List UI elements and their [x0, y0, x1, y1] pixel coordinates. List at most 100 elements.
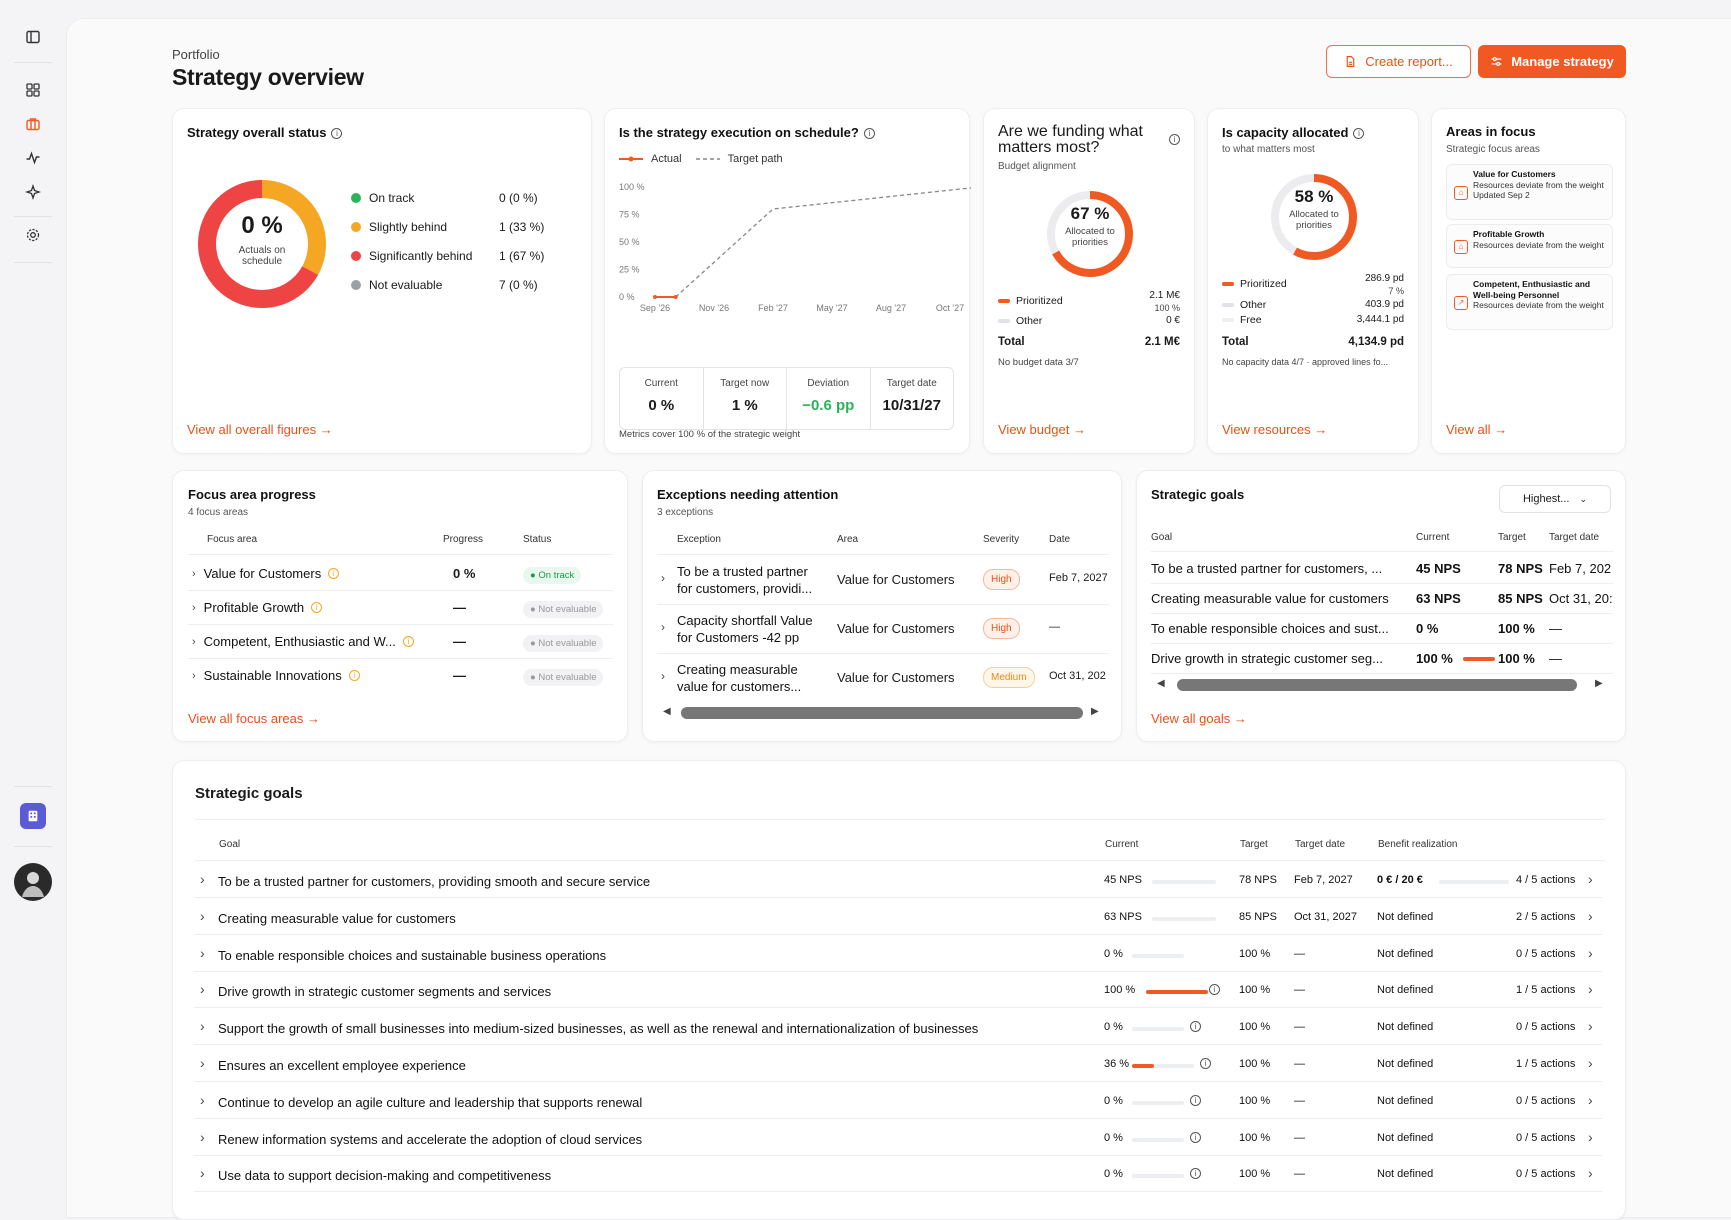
goals-card: Strategic goals Highest... ⌄ Goal Current… [1136, 470, 1626, 742]
table-row[interactable]: › Drive growth in strategic customer segm… [194, 972, 1602, 1009]
view-all-figures-link[interactable]: View all overall figures → [187, 422, 333, 437]
goal-actions: 0 / 5 actions [1516, 1021, 1576, 1034]
info-icon[interactable]: i [328, 568, 340, 579]
chevron-right-icon[interactable]: › [1588, 1091, 1593, 1108]
goal-name[interactable]: Creating measurable value for customers [1151, 591, 1389, 606]
horizontal-scrollbar[interactable] [681, 707, 1083, 719]
chevron-right-icon[interactable]: › [1588, 1128, 1593, 1145]
view-all-focus-link[interactable]: View all focus areas → [188, 711, 320, 726]
chevron-right-icon: › [200, 1055, 205, 1071]
dashboard-icon[interactable] [22, 79, 44, 101]
goal-current: 0 % [1104, 1131, 1123, 1144]
table-row[interactable]: › Support the growth of small businesses … [194, 1009, 1602, 1046]
goal-current: 100 % [1416, 651, 1453, 666]
chevron-right-icon[interactable]: › [661, 571, 665, 585]
table-row[interactable]: › Use data to support decision-making and… [194, 1156, 1602, 1193]
scroll-right-icon[interactable]: ▶ [1091, 706, 1099, 717]
info-icon[interactable]: i [1190, 1131, 1201, 1143]
chevron-right-icon[interactable]: › [1588, 907, 1593, 924]
scroll-right-icon[interactable]: ▶ [1595, 678, 1603, 689]
table-row[interactable]: › Continue to develop an agile culture an… [194, 1083, 1602, 1119]
create-report-button[interactable]: Create report... [1326, 45, 1471, 78]
info-icon[interactable]: i [1190, 1168, 1201, 1180]
activity-icon[interactable] [22, 147, 44, 169]
area-text: Value for Customers Resources deviate fro… [1473, 169, 1609, 201]
chevron-right-icon[interactable]: › [1588, 981, 1593, 998]
budget-donut-label: Allocated to priorities [1065, 226, 1115, 248]
actual-point [653, 295, 657, 299]
info-icon[interactable]: i [863, 128, 875, 139]
info-icon[interactable]: i [1200, 1058, 1211, 1069]
sidebar-toggle-icon[interactable] [22, 26, 44, 48]
org-logo-icon[interactable] [20, 803, 46, 829]
chevron-right-icon: › [192, 567, 196, 580]
goal-date: Oct 31, 20: [1549, 591, 1613, 606]
chevron-right-icon[interactable]: › [1588, 1018, 1593, 1035]
col-progress: Progress [443, 534, 484, 545]
status-dot [351, 193, 361, 203]
exception-text[interactable]: Capacity shortfall Value for Customers -4… [677, 612, 813, 646]
table-row[interactable]: › To enable responsible choices and susta… [194, 936, 1602, 972]
focus-row[interactable]: › Sustainable Innovations i [192, 668, 360, 683]
chevron-right-icon[interactable]: › [661, 669, 665, 683]
info-icon[interactable]: i [1190, 1021, 1201, 1033]
goal-benefit: Not defined [1377, 910, 1434, 923]
breadcrumb[interactable]: Portfolio [172, 47, 220, 62]
scroll-left-icon[interactable]: ◀ [663, 706, 671, 717]
area-item[interactable]: ⌂ Value for Customers Resources deviate fr… [1446, 164, 1613, 220]
area-item[interactable]: ↗ Competent, Enthusiastic and Well-being … [1446, 274, 1613, 330]
manage-strategy-button[interactable]: Manage strategy [1478, 45, 1626, 78]
avatar[interactable] [14, 863, 52, 901]
goal-date: — [1294, 1058, 1305, 1070]
info-icon[interactable]: i [311, 602, 323, 613]
focus-row[interactable]: › Value for Customers i [192, 566, 340, 581]
table-row[interactable]: › Creating measurable value for customers… [194, 899, 1602, 935]
view-all-goals-link[interactable]: View all goals → [1151, 711, 1247, 726]
info-icon[interactable]: i [1169, 134, 1180, 145]
legend-item: Significantly behind [351, 249, 472, 263]
info-icon[interactable]: i [1209, 984, 1220, 996]
scroll-left-icon[interactable]: ◀ [1157, 678, 1165, 689]
sparkle-icon[interactable] [22, 181, 44, 203]
focus-row[interactable]: › Competent, Enthusiastic and W... i [192, 634, 414, 649]
info-icon[interactable]: i [331, 128, 343, 139]
goals-card-title: Strategic goals [1151, 487, 1245, 502]
arrow-right-icon: → [1072, 422, 1086, 437]
row-divider [657, 604, 1109, 605]
view-resources-link[interactable]: View resources → [1222, 422, 1327, 437]
horizontal-scrollbar[interactable] [1177, 679, 1577, 691]
info-icon[interactable]: i [402, 636, 414, 647]
progress-track [1132, 1027, 1184, 1032]
portfolio-icon[interactable] [22, 113, 44, 135]
goal-date: — [1294, 947, 1305, 960]
chevron-right-icon[interactable]: › [1588, 1055, 1593, 1071]
row-divider [1151, 613, 1613, 614]
schedule-line-chart: 100 % 75 % 50 % 25 % 0 % Sep '26 Nov '26 Feb '2… [619, 182, 971, 313]
row-label: Free [1240, 314, 1262, 326]
focus-row[interactable]: › Profitable Growth i [192, 600, 323, 615]
exception-text[interactable]: To be a trusted partner for customers, pr… [677, 563, 812, 597]
exceptions-card-title: Exceptions needing attention [657, 487, 839, 502]
info-icon[interactable]: i [348, 670, 360, 681]
sort-select[interactable]: Highest... ⌄ [1499, 485, 1611, 513]
info-icon[interactable]: i [1190, 1094, 1201, 1106]
table-row[interactable]: › Ensures an excellent employee experienc… [194, 1046, 1602, 1082]
table-divider [1151, 551, 1613, 552]
settings-icon[interactable] [22, 224, 44, 246]
exceptions-subtitle: 3 exceptions [657, 507, 714, 518]
exception-text[interactable]: Creating measurable value for customers..… [677, 661, 801, 695]
table-row[interactable]: › Renew information systems and accelerat… [194, 1120, 1602, 1156]
chevron-right-icon[interactable]: › [1588, 944, 1593, 961]
goal-name[interactable]: Drive growth in strategic customer seg..… [1151, 651, 1383, 666]
info-icon[interactable]: i [1353, 128, 1365, 139]
chevron-right-icon[interactable]: › [1588, 871, 1593, 887]
chevron-right-icon[interactable]: › [661, 620, 665, 634]
view-all-areas-link[interactable]: View all → [1446, 422, 1507, 437]
chevron-right-icon[interactable]: › [1588, 1165, 1593, 1182]
goal-name[interactable]: To be a trusted partner for customers, .… [1151, 561, 1383, 576]
arrow-right-icon: → [1233, 711, 1247, 726]
goal-name[interactable]: To enable responsible choices and sust..… [1151, 621, 1389, 636]
view-budget-link[interactable]: View budget → [998, 422, 1086, 437]
area-item[interactable]: ⌂ Profitable Growth Resources deviate from… [1446, 224, 1613, 268]
table-row[interactable]: › To be a trusted partner for customers, … [194, 862, 1602, 898]
